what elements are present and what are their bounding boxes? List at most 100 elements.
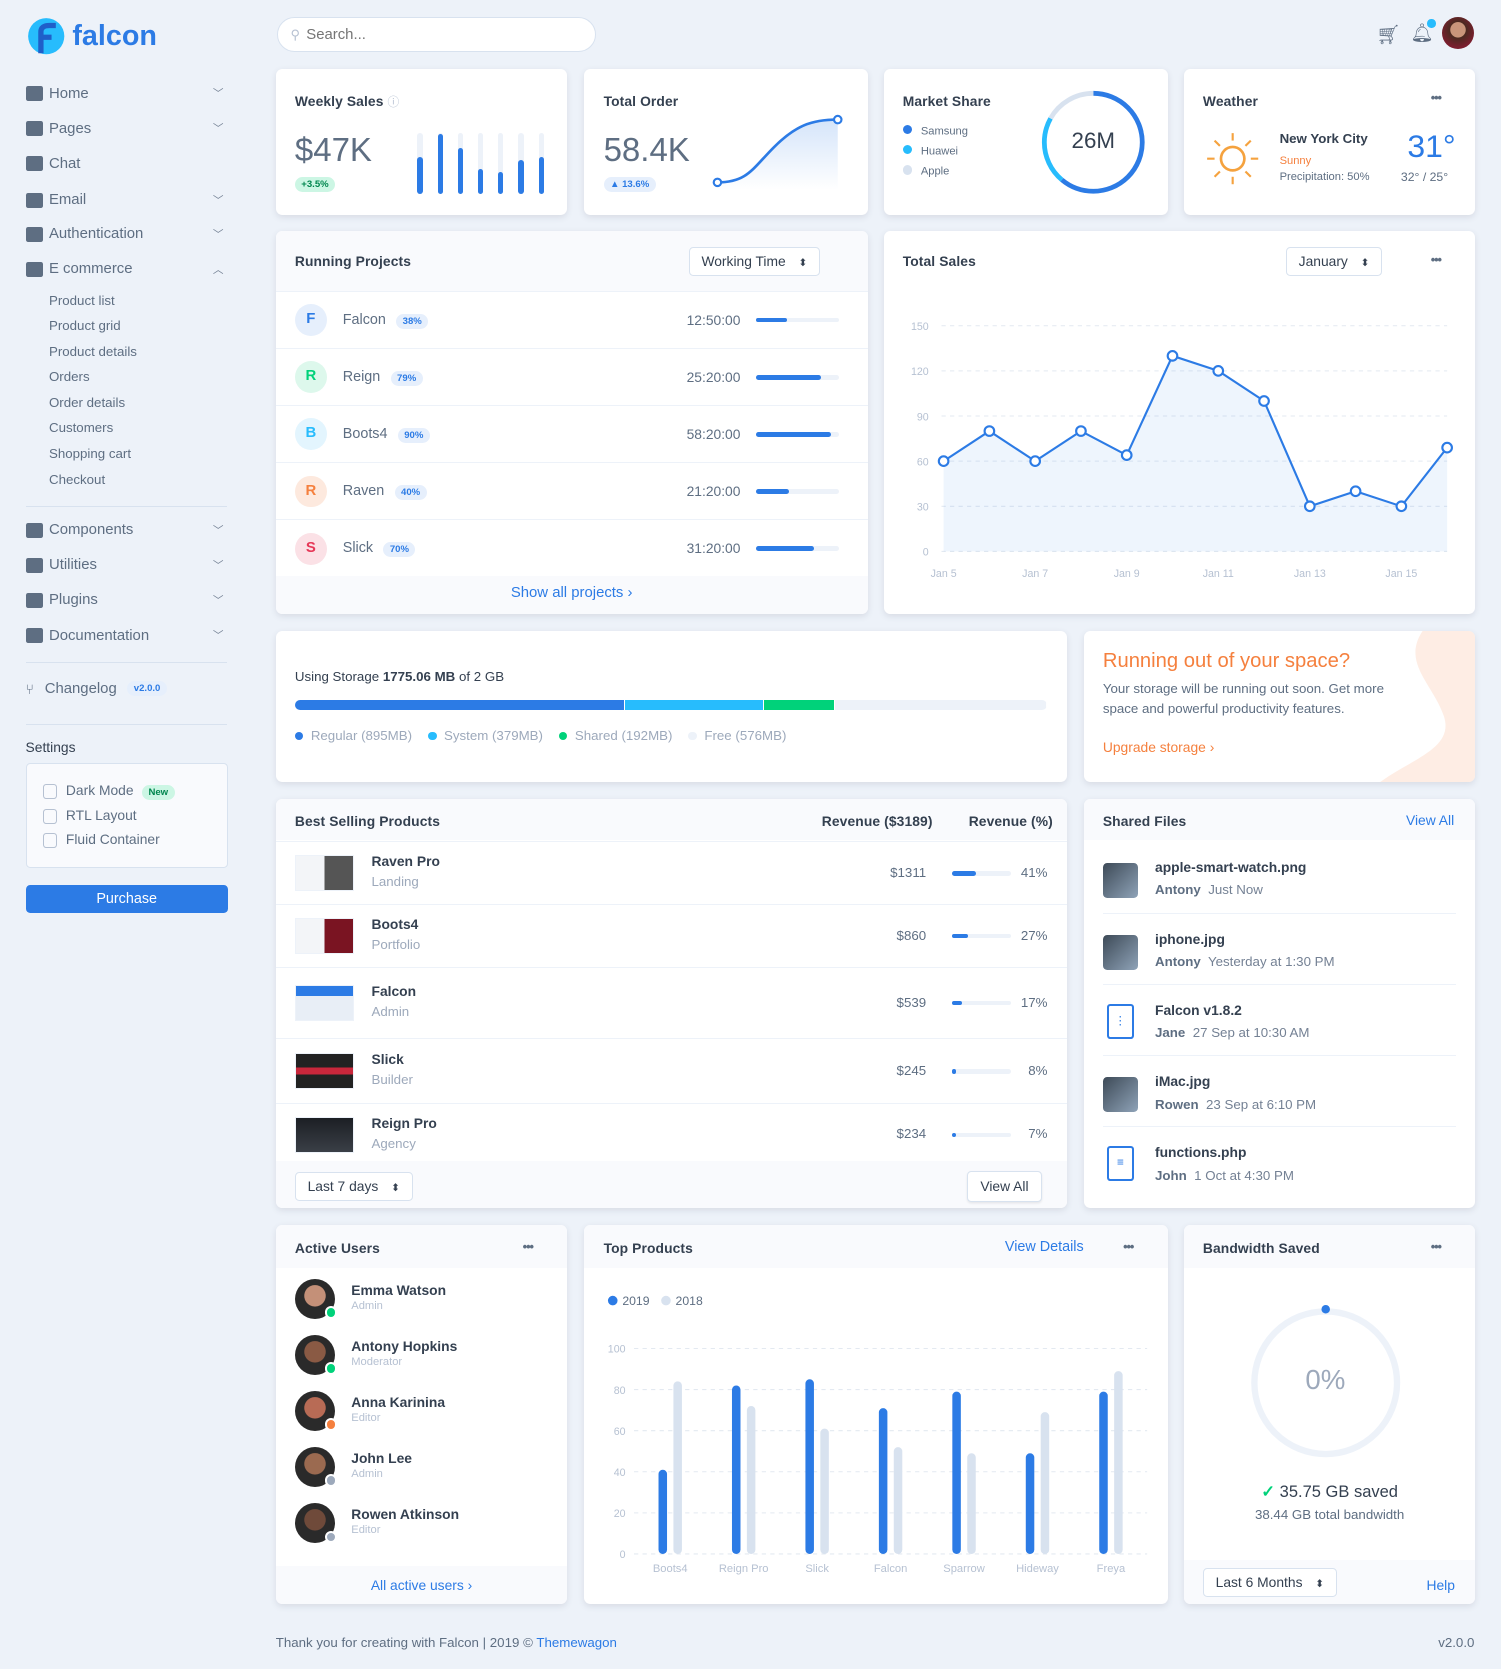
file-item[interactable]: iphone.jpg Antony Yesterday at 1:30 PM [1102,913,1457,984]
user-item[interactable]: Antony Hopkins Moderator [294,1332,550,1379]
sidebar-item-authentication[interactable]: Authentication ﹀ [25,222,228,245]
sidebar-subitem[interactable]: Product grid [48,318,121,334]
user-name[interactable]: Anna Karinina [351,1393,446,1410]
more-options-icon[interactable]: ••• [1430,1239,1442,1255]
sidebar-item-documentation[interactable]: Documentation ﹀ [25,624,228,647]
file-name[interactable]: iMac.jpg [1155,1073,1211,1090]
product-row[interactable]: Raven Pro Landing $1311 41% [275,840,1067,904]
bar-2018[interactable] [747,1406,756,1555]
product-name[interactable]: Slick [371,1051,404,1068]
purchase-button[interactable]: Purchase [25,884,228,914]
file-item[interactable]: iMac.jpg Rowen 23 Sep at 6:10 PM [1102,1055,1457,1126]
more-options-icon[interactable]: ••• [1123,1239,1134,1255]
data-point[interactable] [937,455,950,468]
bell-icon[interactable]: 🔔︎ [1411,19,1436,44]
data-point[interactable] [1120,449,1133,461]
sidebar-subitem[interactable]: Orders [48,369,90,385]
sidebar-item-e-commerce[interactable]: E commerce ︿ [25,258,228,281]
product-row[interactable]: Slick Builder $245 8% [275,1037,1067,1103]
data-point[interactable] [1349,485,1362,498]
file-name[interactable]: Falcon v1.8.2 [1155,1002,1242,1019]
more-options-icon[interactable]: ••• [1430,90,1442,106]
setting-option[interactable]: RTL Layout [42,807,227,831]
upgrade-storage-link[interactable]: Upgrade storage › [1102,738,1215,755]
data-point[interactable] [1303,500,1316,513]
sidebar-item-pages[interactable]: Pages ﹀ [25,117,228,140]
data-point[interactable] [1028,455,1041,468]
more-options-icon[interactable]: ••• [1430,252,1442,268]
project-row[interactable]: S Slick 70% 31:20:00 [275,518,868,576]
user-name[interactable]: Emma Watson [351,1281,447,1298]
sidebar-subitem[interactable]: Customers [48,420,114,436]
sidebar-item-email[interactable]: Email ﹀ [25,188,228,211]
sidebar-item-changelog[interactable]: ⑂ Changelog v2.0.0 [26,677,228,700]
file-name[interactable]: apple-smart-watch.png [1155,859,1307,876]
project-row[interactable]: F Falcon 38% 12:50:00 [275,290,868,348]
user-item[interactable]: Rowen Atkinson Editor [294,1501,550,1548]
file-item[interactable]: ⋮ Falcon v1.8.2 Jane 27 Sep at 10:30 AM [1102,984,1457,1055]
user-item[interactable]: Emma Watson Admin [294,1276,550,1323]
user-item[interactable]: Anna Karinina Editor [294,1389,550,1436]
bar-2019[interactable] [732,1385,741,1555]
data-point[interactable] [1166,349,1178,362]
sidebar-item-components[interactable]: Components ﹀ [25,518,228,541]
bar-2018[interactable] [820,1428,830,1555]
bar-2019[interactable] [879,1408,888,1555]
file-item[interactable]: apple-smart-watch.png Antony Just Now [1084,842,1476,913]
show-all-projects-link[interactable]: Show all projects › [510,585,633,602]
checkbox[interactable] [42,833,58,849]
data-point[interactable] [1395,500,1407,513]
sidebar-item-chat[interactable]: Chat [25,152,228,175]
data-point[interactable] [1074,425,1087,437]
working-time-select[interactable]: Working Time [688,246,821,276]
project-row[interactable]: R Raven 40% 21:20:00 [275,461,868,519]
product-row[interactable]: Boots4 Portfolio $860 27% [275,903,1067,967]
file-name[interactable]: iphone.jpg [1155,931,1225,948]
period-select[interactable]: Last 6 Months [1202,1568,1337,1597]
checkbox[interactable] [42,784,58,800]
sidebar-subitem[interactable]: Order details [48,394,126,410]
project-row[interactable]: B Boots4 90% 58:20:00 [275,404,868,462]
sidebar-item-plugins[interactable]: Plugins ﹀ [25,589,228,612]
month-select[interactable]: January [1285,246,1383,276]
search-input[interactable] [306,26,573,43]
product-name[interactable]: Raven Pro [371,853,440,870]
date-range-select[interactable]: Last 7 days [294,1172,413,1201]
sidebar-subitem[interactable]: Product list [48,292,115,308]
bar-2019[interactable] [1026,1453,1035,1555]
bar-2018[interactable] [1114,1371,1124,1555]
checkbox[interactable] [42,808,58,824]
product-row[interactable]: Falcon Admin $539 17% [275,966,1067,1038]
search-box[interactable]: ⚲ [276,17,597,53]
logo[interactable]: falcon [26,17,157,55]
bar-2018[interactable] [894,1447,903,1555]
data-point[interactable] [1257,395,1270,407]
product-row[interactable]: Reign Pro Agency $234 7% [275,1102,1067,1165]
question-icon[interactable]: ⓘ [387,95,400,109]
setting-option[interactable]: Dark Mode New [42,782,227,806]
data-point[interactable] [1211,365,1224,377]
user-name[interactable]: John Lee [351,1449,412,1466]
product-name[interactable]: Reign Pro [371,1114,437,1131]
help-link[interactable]: Help [1426,1576,1455,1593]
all-active-users-link[interactable]: All active users › [370,1576,473,1593]
bar-2019[interactable] [1099,1391,1109,1555]
bar-2018[interactable] [673,1381,683,1555]
bar-2018[interactable] [1041,1412,1050,1555]
product-name[interactable]: Falcon [371,983,417,1000]
product-name[interactable]: Boots4 [371,915,419,932]
themewagon-link[interactable]: Themewagon [536,1635,617,1651]
bar-2018[interactable] [967,1453,977,1555]
bar-2019[interactable] [805,1379,815,1555]
sidebar-subitem[interactable]: Product details [48,343,137,359]
sidebar-item-utilities[interactable]: Utilities ﹀ [25,554,228,577]
user-name[interactable]: Antony Hopkins [351,1337,458,1354]
sidebar-subitem[interactable]: Checkout [48,471,106,487]
user-name[interactable]: Rowen Atkinson [351,1506,460,1523]
file-name[interactable]: functions.php [1155,1144,1247,1161]
cart-icon[interactable]: 🛒︎ [1376,25,1401,47]
file-item[interactable]: ≡ functions.php John 1 Oct at 4:30 PM [1102,1126,1457,1197]
sidebar-item-home[interactable]: Home ﹀ [25,82,228,105]
avatar[interactable] [1442,17,1475,49]
bar-2019[interactable] [952,1391,962,1555]
